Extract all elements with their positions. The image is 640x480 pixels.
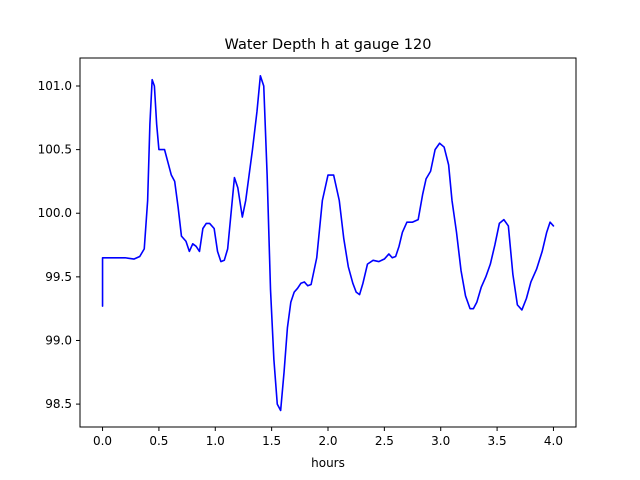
y-axis-ticks: 98.5 99.0 99.5 100.0 100.5 101.0 xyxy=(38,79,80,411)
x-tick-label: 3.0 xyxy=(431,434,450,448)
x-tick-label: 3.5 xyxy=(488,434,507,448)
y-tick-label: 100.5 xyxy=(38,143,72,157)
x-tick-label: 0.5 xyxy=(149,434,168,448)
x-tick-label: 2.0 xyxy=(318,434,337,448)
y-tick-label: 100.0 xyxy=(38,206,72,220)
x-tick-label: 4.0 xyxy=(544,434,563,448)
y-tick-label: 99.0 xyxy=(45,333,72,347)
x-axis-ticks: 0.0 0.5 1.0 1.5 2.0 2.5 3.0 3.5 4.0 xyxy=(93,427,563,448)
plot-area xyxy=(101,75,555,412)
chart-title: Water Depth h at gauge 120 xyxy=(225,37,432,53)
series-line xyxy=(101,75,555,412)
y-tick-label: 98.5 xyxy=(45,397,72,411)
x-tick-label: 1.5 xyxy=(262,434,281,448)
y-tick-label: 99.5 xyxy=(45,270,72,284)
x-tick-label: 0.0 xyxy=(93,434,112,448)
x-tick-label: 2.5 xyxy=(375,434,394,448)
x-tick-label: 1.0 xyxy=(206,434,225,448)
x-axis-label: hours xyxy=(311,456,345,470)
y-tick-label: 101.0 xyxy=(38,79,72,93)
